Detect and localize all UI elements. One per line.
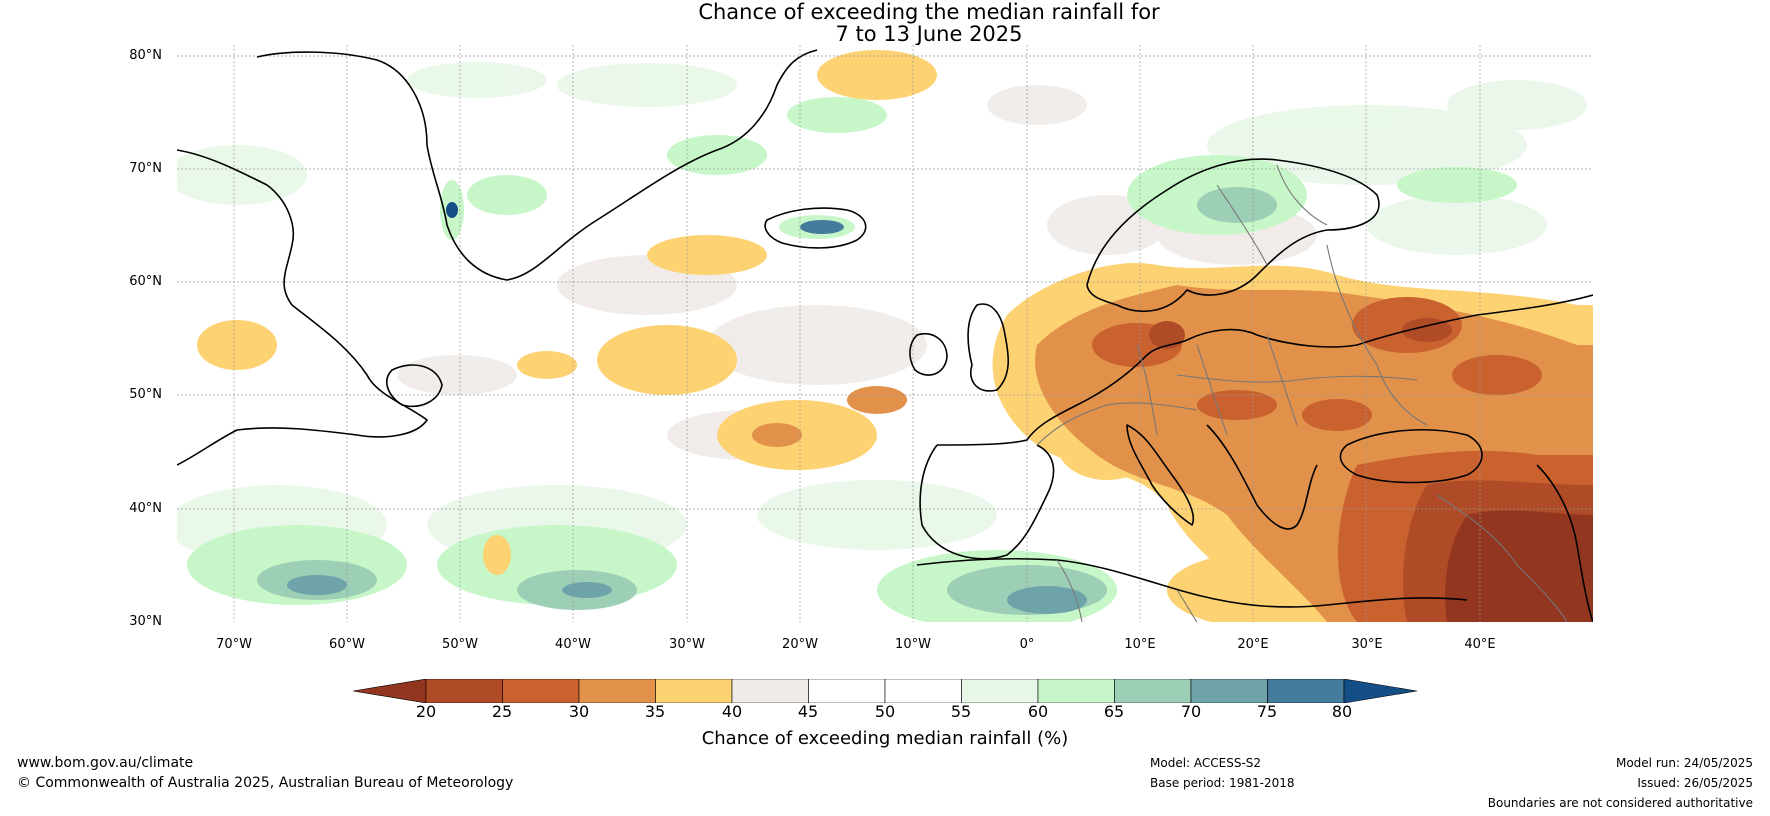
colorbar-segment bbox=[1037, 679, 1115, 703]
lon-label-40w: 40°W bbox=[555, 637, 591, 652]
lat-label-70n: 70°N bbox=[129, 161, 162, 176]
map-svg bbox=[177, 45, 1593, 622]
colorbar-tick-50: 50 bbox=[874, 702, 896, 721]
lon-label-10e: 10°E bbox=[1124, 637, 1156, 652]
lat-label-60n: 60°N bbox=[129, 274, 162, 289]
colorbar-extend-high bbox=[1343, 679, 1418, 703]
lon-label-30w: 30°W bbox=[669, 637, 705, 652]
lon-label-30e: 30°E bbox=[1351, 637, 1383, 652]
issued-text: Issued: 26/05/2025 bbox=[1637, 776, 1753, 790]
colorbar-tick-35: 35 bbox=[644, 702, 666, 721]
lon-label-20w: 20°W bbox=[782, 637, 818, 652]
map-title-line-1: Chance of exceeding the median rainfall … bbox=[698, 0, 1160, 24]
colorbar-tick-25: 25 bbox=[491, 702, 513, 721]
colorbar-tick-65: 65 bbox=[1103, 702, 1125, 721]
colorbar-segment bbox=[655, 679, 733, 703]
website-link[interactable]: www.bom.gov.au/climate bbox=[17, 755, 194, 771]
colorbar-segment bbox=[884, 679, 962, 703]
colorbar-segment bbox=[731, 679, 809, 703]
colorbar-segment bbox=[1114, 679, 1192, 703]
colorbar-segment bbox=[1190, 679, 1268, 703]
disclaimer-text: Boundaries are not considered authoritat… bbox=[1487, 796, 1753, 810]
lon-label-50w: 50°W bbox=[442, 637, 478, 652]
lat-label-30n: 30°N bbox=[129, 614, 162, 629]
colorbar-tick-70: 70 bbox=[1180, 702, 1202, 721]
colorbar-tick-20: 20 bbox=[415, 702, 437, 721]
lon-label-70w: 70°W bbox=[216, 637, 252, 652]
rainfall-probability-map bbox=[177, 45, 1593, 622]
colorbar-segment bbox=[502, 679, 580, 703]
lat-label-80n: 80°N bbox=[129, 48, 162, 63]
colorbar-segment bbox=[578, 679, 656, 703]
lat-label-40n: 40°N bbox=[129, 501, 162, 516]
lat-label-50n: 50°N bbox=[129, 387, 162, 402]
coastlines bbox=[177, 49, 1593, 622]
colorbar-extend-low bbox=[353, 679, 427, 703]
colorbar-tick-40: 40 bbox=[721, 702, 743, 721]
colorbar-label: Chance of exceeding median rainfall (%) bbox=[701, 728, 1069, 749]
base-period-text: Base period: 1981-2018 bbox=[1150, 776, 1295, 790]
lon-label-20e: 20°E bbox=[1237, 637, 1269, 652]
graticule bbox=[177, 45, 1593, 622]
colorbar-tick-30: 30 bbox=[568, 702, 590, 721]
colorbar-tick-80: 80 bbox=[1331, 702, 1353, 721]
lon-label-0: 0° bbox=[1019, 637, 1035, 652]
colorbar-segment bbox=[425, 679, 503, 703]
colorbar-segment bbox=[808, 679, 886, 703]
model-run-text: Model run: 24/05/2025 bbox=[1615, 756, 1753, 770]
lon-label-10w: 10°W bbox=[895, 637, 931, 652]
colorbar bbox=[353, 679, 1418, 703]
copyright-text: © Commonwealth of Australia 2025, Austra… bbox=[17, 775, 514, 791]
colorbar-tick-55: 55 bbox=[950, 702, 972, 721]
colorbar-tick-60: 60 bbox=[1027, 702, 1049, 721]
model-text: Model: ACCESS-S2 bbox=[1150, 756, 1262, 770]
lon-label-40e: 40°E bbox=[1464, 637, 1496, 652]
colorbar-segment bbox=[961, 679, 1039, 703]
country-borders bbox=[1036, 164, 1568, 622]
colorbar-tick-75: 75 bbox=[1256, 702, 1278, 721]
colorbar-segment bbox=[1267, 679, 1345, 703]
map-title-line-2: 7 to 13 June 2025 bbox=[835, 22, 1023, 46]
colorbar-tick-45: 45 bbox=[797, 702, 819, 721]
field-drier bbox=[197, 50, 1593, 622]
lon-label-60w: 60°W bbox=[329, 637, 365, 652]
